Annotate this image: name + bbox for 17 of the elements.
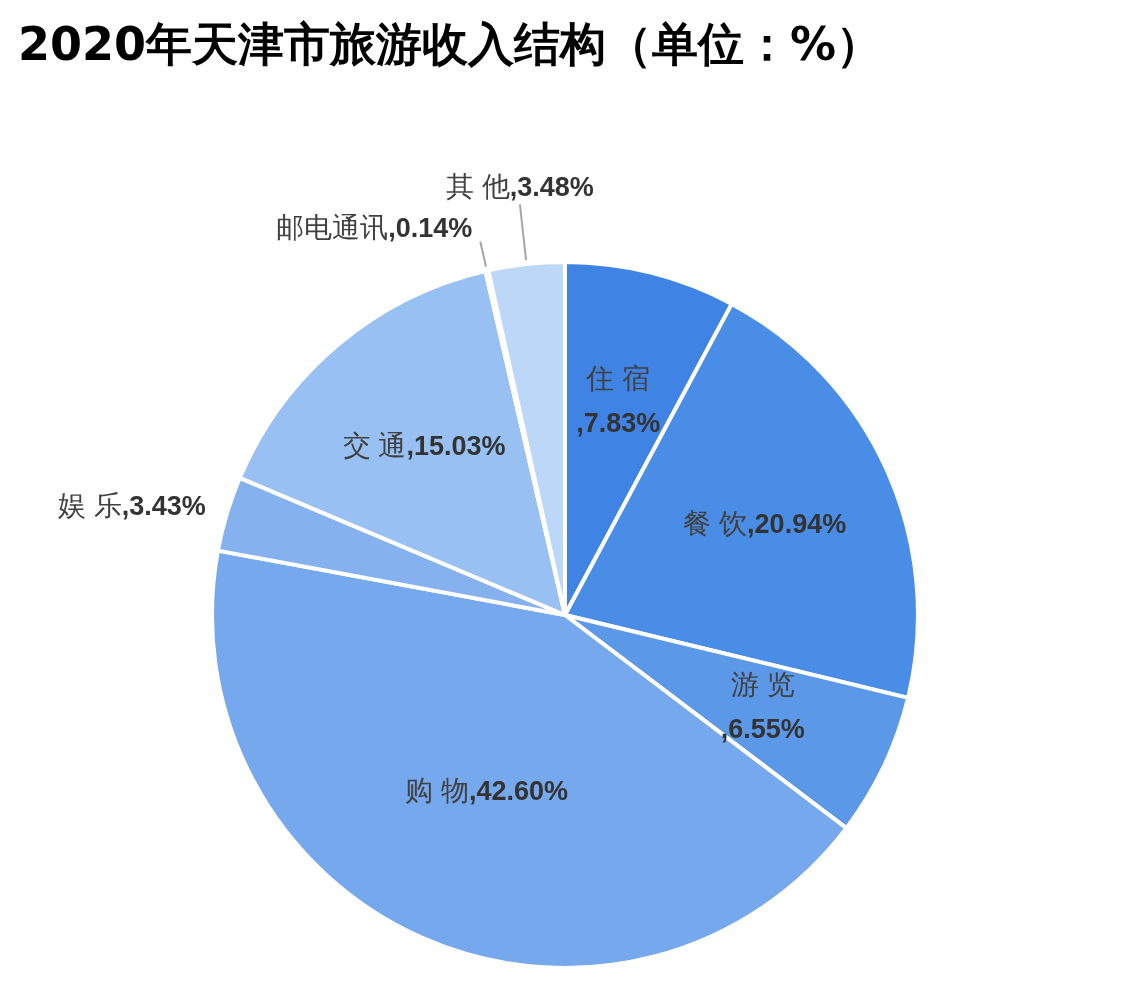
- data-label: ,20.94%: [747, 509, 847, 540]
- data-label: ,15.03%: [406, 431, 506, 462]
- data-label: ,7.83%: [576, 408, 661, 439]
- slice-label: 交 通: [342, 430, 407, 462]
- slice-label: 娱 乐: [57, 490, 122, 522]
- data-label: ,3.48%: [509, 171, 594, 202]
- chart-title: 2020年天津市旅游收入结构（单位：%）: [18, 16, 883, 73]
- slice-label: 购 物: [405, 775, 469, 807]
- slice-label: 餐 饮: [683, 508, 748, 540]
- data-label: ,6.55%: [720, 714, 805, 745]
- slice-label: 住 宿: [585, 363, 651, 395]
- data-label: ,3.43%: [121, 490, 206, 521]
- data-label: ,0.14%: [388, 212, 473, 243]
- slice-label: 游 览: [730, 669, 795, 701]
- slice-label: 其 他: [446, 171, 510, 203]
- data-label: ,42.60%: [468, 776, 568, 807]
- slice-label: 邮电通讯: [276, 212, 389, 244]
